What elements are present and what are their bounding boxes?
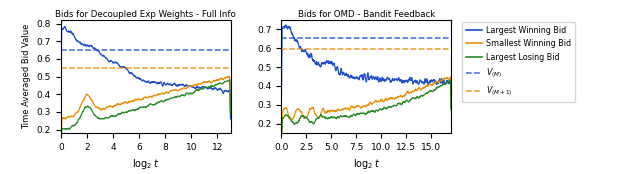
Title: Bids for OMD - Bandit Feedback: Bids for OMD - Bandit Feedback [298,10,435,19]
Y-axis label: Time Averaged Bid Value: Time Averaged Bid Value [22,24,31,129]
Legend: Largest Winning Bid, Smallest Winning Bid, Largest Losing Bid, $V_{(M)}$, $V_{(M: Largest Winning Bid, Smallest Winning Bi… [462,22,575,102]
X-axis label: $\log_2 t$: $\log_2 t$ [132,157,159,171]
Title: Bids for Decoupled Exp Weights - Full Info: Bids for Decoupled Exp Weights - Full In… [55,10,236,19]
X-axis label: $\log_2 t$: $\log_2 t$ [353,157,380,171]
